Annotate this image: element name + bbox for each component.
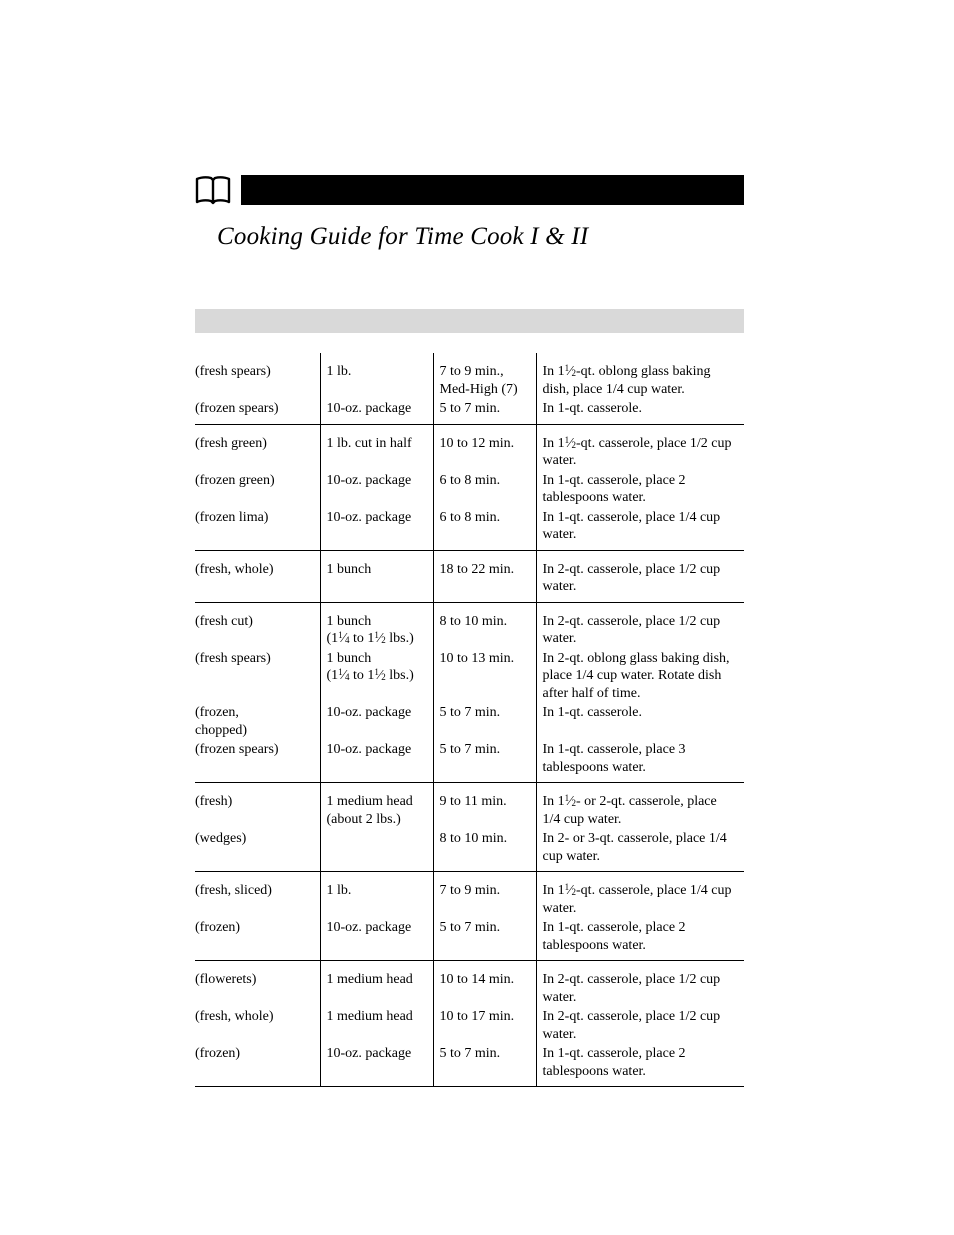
cell-amount: 1 medium head — [320, 1007, 433, 1044]
cell-amount: 1 lb. — [320, 872, 433, 919]
cell-amount: 10-oz. package — [320, 508, 433, 551]
cell-vegetable: (frozen) — [195, 918, 320, 961]
header-black-bar — [241, 175, 744, 205]
cell-comment: In 11⁄2-qt. casserole, place 1/2 cup wat… — [536, 424, 744, 471]
table-row: (frozen spears)10-oz. package5 to 7 min.… — [195, 399, 744, 424]
page-title: Cooking Guide for Time Cook I & II — [217, 223, 744, 251]
cell-time: 10 to 12 min. — [433, 424, 536, 471]
book-icon — [195, 175, 231, 205]
cell-vegetable: (fresh, sliced) — [195, 872, 320, 919]
column-header-bar — [195, 309, 744, 333]
cell-time: 6 to 8 min. — [433, 471, 536, 508]
cell-amount: 10-oz. package — [320, 740, 433, 783]
cell-time: 5 to 7 min. — [433, 918, 536, 961]
table-row: (fresh green)1 lb. cut in half10 to 12 m… — [195, 424, 744, 471]
cell-amount: 1 medium head(about 2 lbs.) — [320, 783, 433, 830]
cell-comment: In 2-qt. casserole, place 1/2 cup water. — [536, 1007, 744, 1044]
cell-time: 10 to 17 min. — [433, 1007, 536, 1044]
cell-amount: 1 lb. — [320, 353, 433, 399]
cell-amount: 1 bunch(11⁄4 to 11⁄2 lbs.) — [320, 602, 433, 649]
table-body: (fresh spears)1 lb.7 to 9 min.,Med-High … — [195, 353, 744, 1087]
table-row: (frozen)10-oz. package5 to 7 min.In 1-qt… — [195, 918, 744, 961]
cell-vegetable: (fresh, whole) — [195, 550, 320, 602]
cell-comment: In 1-qt. casserole, place 2 tablespoons … — [536, 918, 744, 961]
header-row — [195, 175, 744, 205]
cell-time: 6 to 8 min. — [433, 508, 536, 551]
cell-amount: 10-oz. package — [320, 1044, 433, 1087]
cooking-guide-table: (fresh spears)1 lb.7 to 9 min.,Med-High … — [195, 353, 744, 1087]
table-row: (fresh, whole)1 bunch18 to 22 min.In 2-q… — [195, 550, 744, 602]
cell-comment: In 2-qt. oblong glass baking dish, place… — [536, 649, 744, 704]
cell-amount: 1 medium head — [320, 961, 433, 1008]
cell-amount: 10-oz. package — [320, 703, 433, 740]
cell-time: 10 to 14 min. — [433, 961, 536, 1008]
cell-time: 5 to 7 min. — [433, 740, 536, 783]
cell-comment: In 11⁄2-qt. casserole, place 1/4 cup wat… — [536, 872, 744, 919]
cell-comment: In 2-qt. casserole, place 1/2 cup water. — [536, 961, 744, 1008]
cell-time: 10 to 13 min. — [433, 649, 536, 704]
cell-time: 5 to 7 min. — [433, 1044, 536, 1087]
cell-vegetable: (fresh spears) — [195, 649, 320, 704]
cell-amount: 10-oz. package — [320, 471, 433, 508]
cell-comment: In 1-qt. casserole. — [536, 399, 744, 424]
table-row: (fresh)1 medium head(about 2 lbs.)9 to 1… — [195, 783, 744, 830]
table-row: (fresh, whole)1 medium head10 to 17 min.… — [195, 1007, 744, 1044]
table-row: (frozen spears)10-oz. package5 to 7 min.… — [195, 740, 744, 783]
cell-amount: 1 bunch — [320, 550, 433, 602]
cell-comment: In 1-qt. casserole, place 2 tablespoons … — [536, 1044, 744, 1087]
cell-vegetable: (frozen spears) — [195, 399, 320, 424]
cell-time: 8 to 10 min. — [433, 602, 536, 649]
table-row: (frozen,chopped)10-oz. package5 to 7 min… — [195, 703, 744, 740]
cell-comment: In 1-qt. casserole, place 2 tablespoons … — [536, 471, 744, 508]
cell-vegetable: (fresh, whole) — [195, 1007, 320, 1044]
cell-vegetable: (flowerets) — [195, 961, 320, 1008]
cell-time: 7 to 9 min.,Med-High (7) — [433, 353, 536, 399]
cell-vegetable: (frozen) — [195, 1044, 320, 1087]
cell-time: 7 to 9 min. — [433, 872, 536, 919]
cell-comment: In 1-qt. casserole. — [536, 703, 744, 740]
table-row: (fresh, sliced)1 lb.7 to 9 min.In 11⁄2-q… — [195, 872, 744, 919]
cell-amount — [320, 829, 433, 872]
cell-time: 5 to 7 min. — [433, 399, 536, 424]
table-row: (flowerets)1 medium head10 to 14 min.In … — [195, 961, 744, 1008]
cell-vegetable: (fresh cut) — [195, 602, 320, 649]
cell-comment: In 1-qt. casserole, place 1/4 cup water. — [536, 508, 744, 551]
table-row: (frozen green)10-oz. package6 to 8 min.I… — [195, 471, 744, 508]
cell-amount: 1 lb. cut in half — [320, 424, 433, 471]
table-row: (wedges) 8 to 10 min.In 2- or 3-qt. casse… — [195, 829, 744, 872]
cell-vegetable: (frozen green) — [195, 471, 320, 508]
table-row: (fresh spears)1 lb.7 to 9 min.,Med-High … — [195, 353, 744, 399]
cell-comment: In 2-qt. casserole, place 1/2 cup water. — [536, 602, 744, 649]
cell-amount: 1 bunch(11⁄4 to 11⁄2 lbs.) — [320, 649, 433, 704]
cell-comment: In 1-qt. casserole, place 3 tablespoons … — [536, 740, 744, 783]
table-row: (frozen)10-oz. package5 to 7 min.In 1-qt… — [195, 1044, 744, 1087]
cell-vegetable: (wedges) — [195, 829, 320, 872]
cell-vegetable: (frozen spears) — [195, 740, 320, 783]
cell-vegetable: (fresh spears) — [195, 353, 320, 399]
cell-comment: In 2-qt. casserole, place 1/2 cup water. — [536, 550, 744, 602]
cell-amount: 10-oz. package — [320, 399, 433, 424]
cell-time: 5 to 7 min. — [433, 703, 536, 740]
cell-time: 18 to 22 min. — [433, 550, 536, 602]
cell-vegetable: (frozen,chopped) — [195, 703, 320, 740]
cell-time: 8 to 10 min. — [433, 829, 536, 872]
cell-comment: In 2- or 3-qt. casserole, place 1/4 cup … — [536, 829, 744, 872]
cell-comment: In 11⁄2- or 2-qt. casserole, place 1/4 c… — [536, 783, 744, 830]
cell-time: 9 to 11 min. — [433, 783, 536, 830]
table-row: (fresh spears)1 bunch(11⁄4 to 11⁄2 lbs.)… — [195, 649, 744, 704]
table-row: (fresh cut)1 bunch(11⁄4 to 11⁄2 lbs.)8 t… — [195, 602, 744, 649]
cell-vegetable: (fresh) — [195, 783, 320, 830]
table-row: (frozen lima)10-oz. package6 to 8 min.In… — [195, 508, 744, 551]
cell-amount: 10-oz. package — [320, 918, 433, 961]
cell-comment: In 11⁄2-qt. oblong glass baking dish, pl… — [536, 353, 744, 399]
cell-vegetable: (fresh green) — [195, 424, 320, 471]
cell-vegetable: (frozen lima) — [195, 508, 320, 551]
